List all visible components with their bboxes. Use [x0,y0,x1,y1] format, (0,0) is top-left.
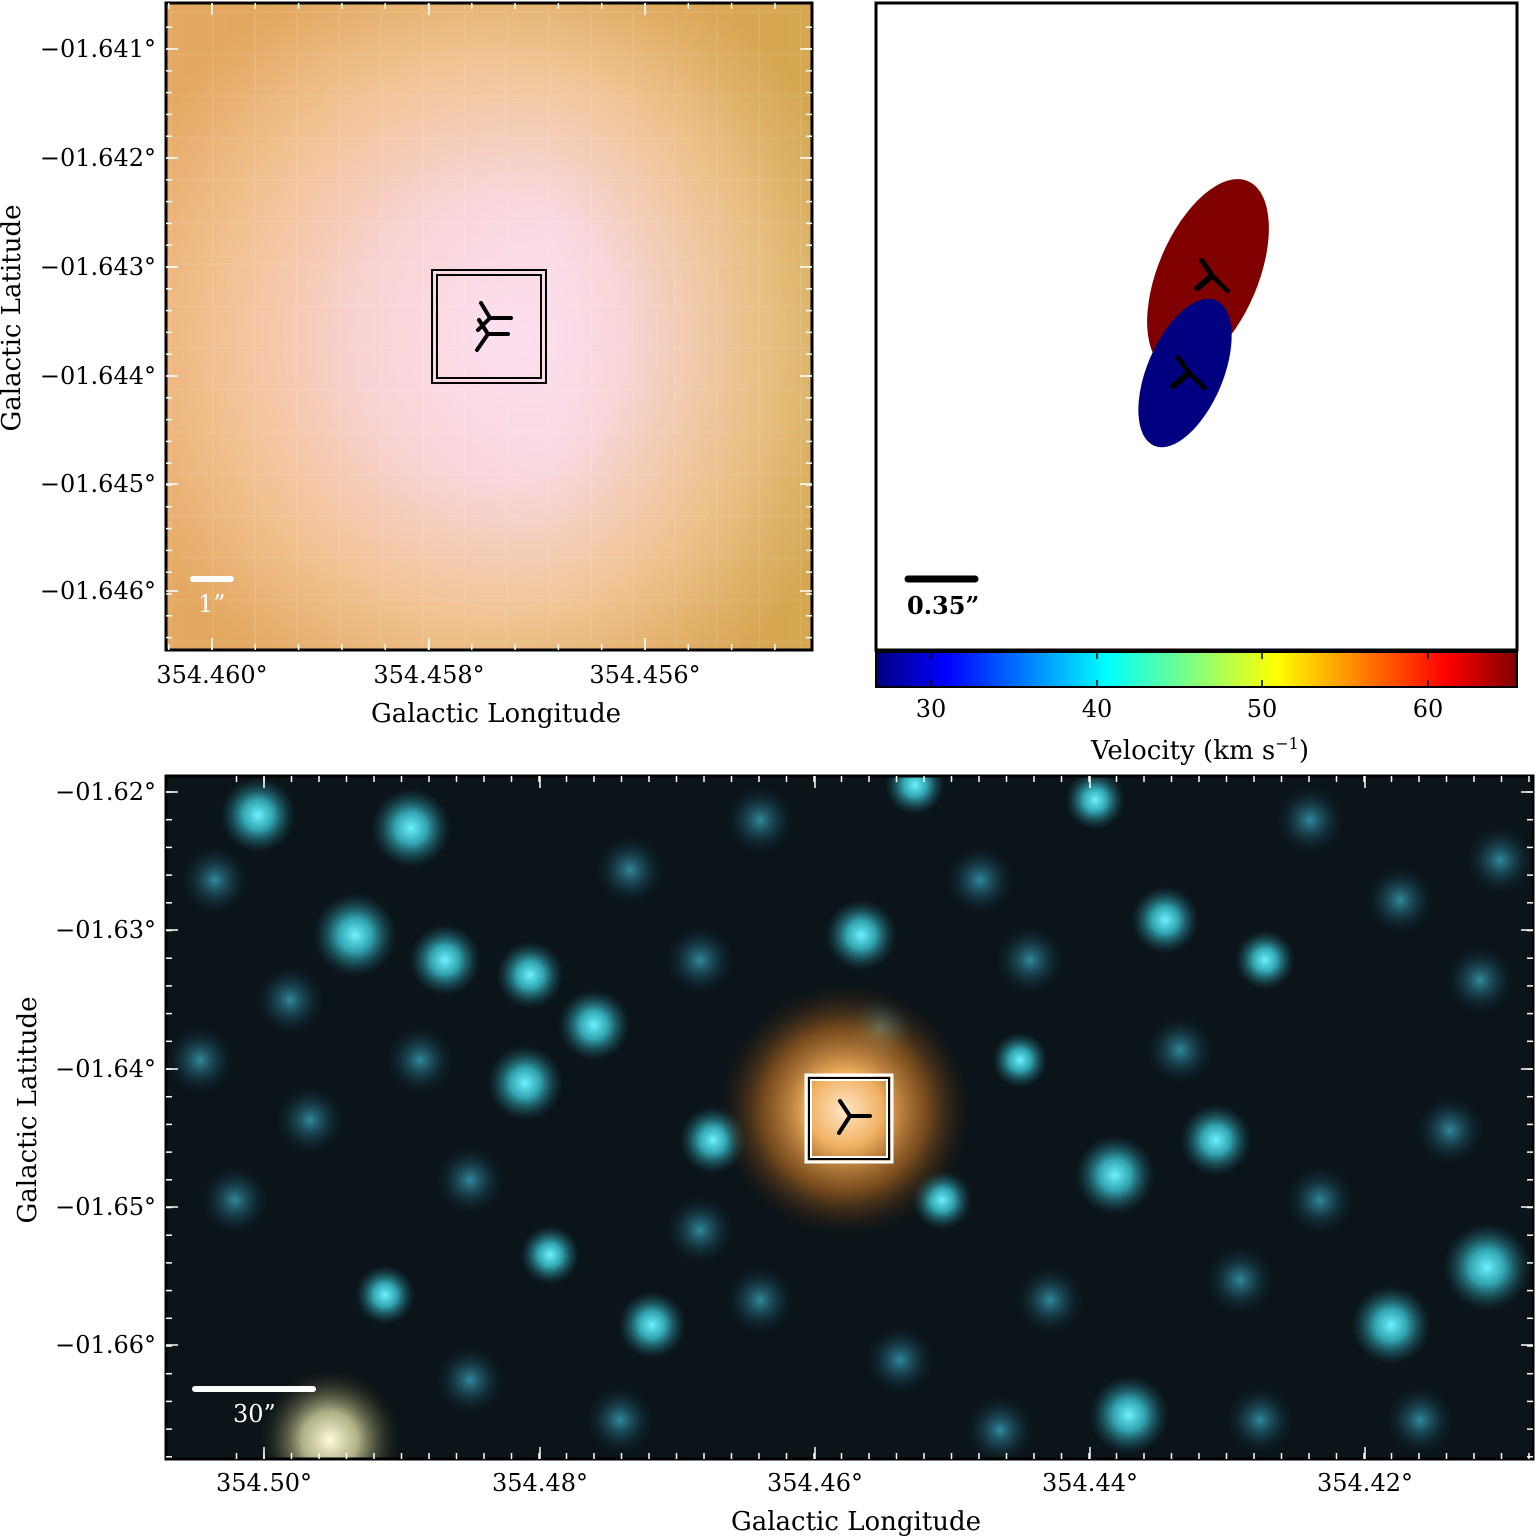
tri-marker-icon [837,1099,872,1135]
y-tick-label: −01.65° [55,1193,156,1221]
scale-bar-label: 30” [233,1400,276,1428]
wide-field-panel: 30” −01.62° −01.63° −01.64° −01.65° −01.… [13,774,1535,1537]
y-axis-label: Galactic Latitude [0,205,27,432]
scale-bar-label: 0.35” [907,591,979,620]
zoom-image [166,3,812,650]
y-tick-label: −01.641° [40,35,156,63]
x-tick-label: 354.44° [1042,1469,1138,1497]
y-tick-label: −01.63° [55,916,156,944]
velocity-colorbar [875,651,1518,688]
zoom-image-frame [164,1,814,652]
y-tick-label: −01.643° [40,253,156,281]
y-tick-label: −01.62° [55,778,156,806]
wide-field-ticks [166,776,1533,1459]
tri-marker-icon [475,301,513,352]
x-tick-label: 354.42° [1317,1469,1413,1497]
y-tick-label: −01.642° [40,144,156,172]
wide-field-frame [164,774,1535,1461]
x-tick-label: 354.50° [216,1469,312,1497]
y-tick-label: −01.645° [40,470,156,498]
target-box-outer [804,1073,894,1164]
tri-marker-icon [1194,258,1230,293]
x-axis-label: Galactic Longitude [371,699,621,729]
y-tick-label: −01.64° [55,1055,156,1083]
zoom-image-panel: 1” −01.641° −01.642° −01.643° −01.644° −… [0,1,814,729]
zoom-image-ticks [166,3,812,650]
target-box-inner [436,274,542,379]
x-tick-label: 354.456° [589,661,700,689]
colorbar-tick-label: 50 [1247,695,1278,723]
target-box-inner-rim [810,1079,888,1158]
target-box-inner [808,1077,890,1160]
colorbar-label: Velocity (km s−1) [1090,734,1309,766]
scale-bar-label: 1” [198,590,226,618]
colorbar-tick-label: 60 [1413,695,1444,723]
wide-field-image [166,776,1533,1459]
colorbar-tick-label: 30 [916,695,947,723]
y-tick-label: −01.644° [40,362,156,390]
y-tick-label: −01.646° [40,577,156,605]
y-axis-label: Galactic Latitude [13,997,43,1224]
x-tick-label: 354.46° [767,1469,863,1497]
colorbar-ticks [930,652,1429,687]
colorbar-tick-label: 40 [1082,695,1113,723]
x-tick-label: 354.48° [492,1469,588,1497]
x-tick-label: 354.460° [156,661,267,689]
x-tick-label: 354.458° [373,661,484,689]
velocity-panel: 0.35” 30 40 50 60 Velocity (km s−1) [874,1,1519,766]
target-box-outer [431,269,547,384]
y-tick-label: −01.66° [55,1331,156,1359]
tri-marker-icon [1170,355,1207,390]
x-axis-label: Galactic Longitude [731,1507,981,1537]
